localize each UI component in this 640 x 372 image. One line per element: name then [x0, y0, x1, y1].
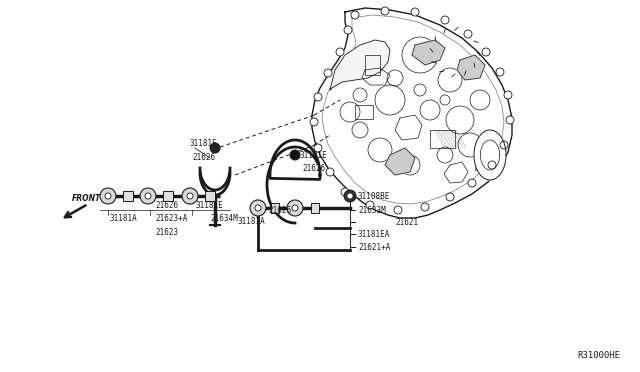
- Circle shape: [310, 118, 318, 126]
- Circle shape: [140, 188, 156, 204]
- Text: 21626: 21626: [155, 201, 178, 209]
- Polygon shape: [474, 130, 506, 180]
- Circle shape: [105, 193, 111, 199]
- Circle shape: [421, 203, 429, 211]
- Circle shape: [464, 30, 472, 38]
- Bar: [271, 203, 279, 213]
- Text: 31108BE: 31108BE: [358, 192, 390, 201]
- Text: 21626: 21626: [192, 153, 215, 161]
- Text: R31000HE: R31000HE: [577, 351, 620, 360]
- Circle shape: [468, 179, 476, 187]
- Bar: [143, 191, 153, 201]
- Text: 21623: 21623: [155, 228, 178, 237]
- Circle shape: [145, 193, 151, 199]
- Circle shape: [504, 91, 512, 99]
- Polygon shape: [412, 40, 445, 65]
- Circle shape: [411, 8, 419, 16]
- Polygon shape: [457, 55, 485, 80]
- Bar: [430, 130, 455, 148]
- Circle shape: [344, 190, 356, 202]
- Circle shape: [446, 193, 454, 201]
- Bar: [185, 191, 195, 201]
- Circle shape: [394, 206, 402, 214]
- Bar: [475, 155, 495, 170]
- Bar: [163, 191, 173, 201]
- Circle shape: [500, 141, 508, 149]
- Text: 31181A: 31181A: [110, 214, 138, 222]
- Polygon shape: [385, 148, 415, 175]
- Circle shape: [351, 11, 359, 19]
- Circle shape: [482, 48, 490, 56]
- Text: 21634M: 21634M: [210, 214, 237, 222]
- Polygon shape: [330, 40, 390, 90]
- Text: 21621+A: 21621+A: [358, 243, 390, 251]
- Text: FRONT: FRONT: [72, 193, 101, 202]
- Bar: [291, 203, 299, 213]
- Text: 21621: 21621: [395, 218, 418, 227]
- Circle shape: [381, 7, 389, 15]
- Circle shape: [347, 193, 353, 199]
- Bar: [123, 191, 133, 201]
- Bar: [254, 203, 262, 213]
- Circle shape: [290, 150, 300, 160]
- Circle shape: [341, 188, 349, 196]
- Bar: [311, 203, 319, 213]
- Circle shape: [326, 168, 334, 176]
- Circle shape: [100, 188, 116, 204]
- Circle shape: [366, 201, 374, 209]
- Bar: [355, 105, 373, 119]
- Circle shape: [210, 143, 220, 153]
- Circle shape: [255, 205, 261, 211]
- Circle shape: [250, 200, 266, 216]
- Circle shape: [488, 161, 496, 169]
- Text: 31181E: 31181E: [300, 151, 328, 160]
- Polygon shape: [312, 8, 512, 218]
- Circle shape: [287, 200, 303, 216]
- Circle shape: [496, 68, 504, 76]
- Text: 31181EA: 31181EA: [358, 230, 390, 238]
- Text: 21623+A: 21623+A: [155, 214, 188, 222]
- Circle shape: [314, 144, 322, 152]
- Circle shape: [336, 48, 344, 56]
- Circle shape: [187, 193, 193, 199]
- Text: 21633M: 21633M: [358, 205, 386, 215]
- Circle shape: [506, 116, 514, 124]
- Circle shape: [292, 205, 298, 211]
- Circle shape: [344, 26, 352, 34]
- Bar: [103, 191, 113, 201]
- Bar: [365, 55, 380, 75]
- Text: 21626: 21626: [268, 205, 291, 215]
- Bar: [205, 191, 215, 201]
- Text: 21626: 21626: [302, 164, 325, 173]
- Circle shape: [441, 16, 449, 24]
- Circle shape: [314, 93, 322, 101]
- Circle shape: [324, 69, 332, 77]
- Text: 31181E: 31181E: [195, 201, 223, 209]
- Text: 31181E: 31181E: [190, 138, 218, 148]
- Text: 31181A: 31181A: [237, 217, 265, 225]
- Circle shape: [182, 188, 198, 204]
